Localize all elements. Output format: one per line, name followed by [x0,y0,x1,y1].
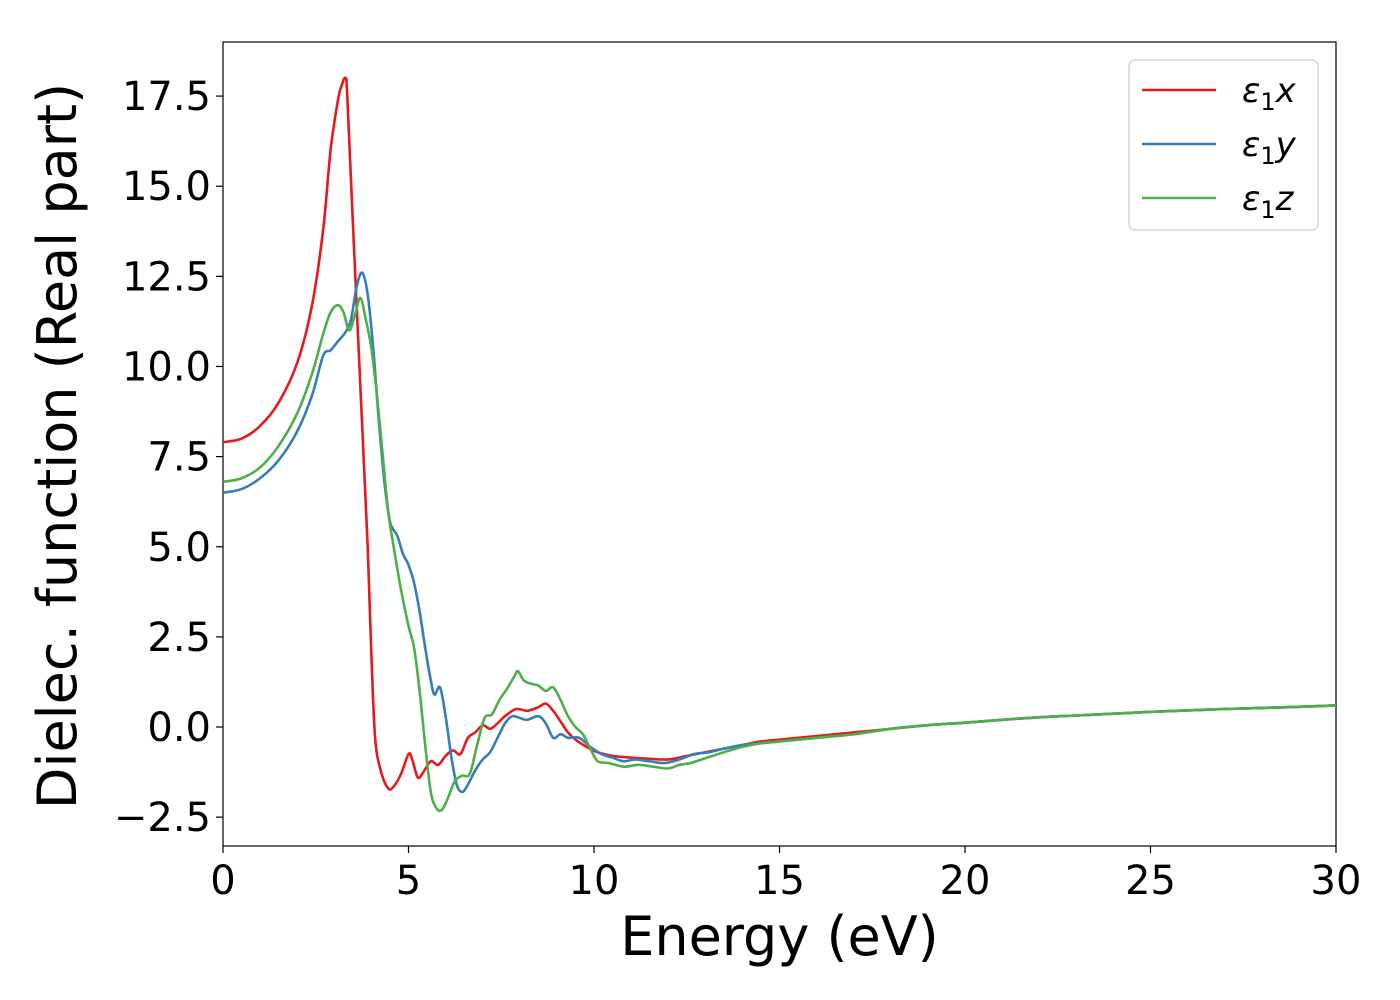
x-tick-label: 30 [1311,858,1362,904]
series-line-3 [223,296,1336,813]
y-tick-label: 0.0 [147,705,211,751]
x-tick-label: 25 [1125,858,1176,904]
y-tick-label: 7.5 [147,435,211,481]
legend-label: ε1y [1242,125,1297,170]
y-tick-label: 2.5 [147,615,211,661]
y-tick-label: 15.0 [122,164,211,210]
y-axis-label: Dielec. function (Real part) [26,83,89,809]
y-tick-label: 12.5 [122,254,211,300]
legend-frame [1128,59,1319,231]
y-tick-label: 5.0 [147,525,211,571]
x-tick-label: 10 [569,858,620,904]
series-layer [223,76,1336,813]
x-tick-label: 0 [210,858,235,904]
legend-label: ε1z [1242,179,1295,224]
y-tick-label: −2.5 [114,795,211,841]
y-tick-label: 10.0 [122,344,211,390]
x-tick-label: 15 [754,858,805,904]
x-tick-label: 20 [940,858,991,904]
legend: ε1x ε1y ε1z [1128,59,1319,231]
y-tick-label: 17.5 [122,74,211,120]
x-axis-ticks: 0 5 10 15 20 25 30 [210,846,1361,904]
legend-label: ε1x [1242,71,1297,116]
x-tick-label: 5 [396,858,421,904]
x-axis-label: Energy (eV) [620,905,939,968]
y-axis-ticks: −2.5 0.0 2.5 5.0 7.5 10.0 12.5 15.0 17.5 [114,74,223,841]
